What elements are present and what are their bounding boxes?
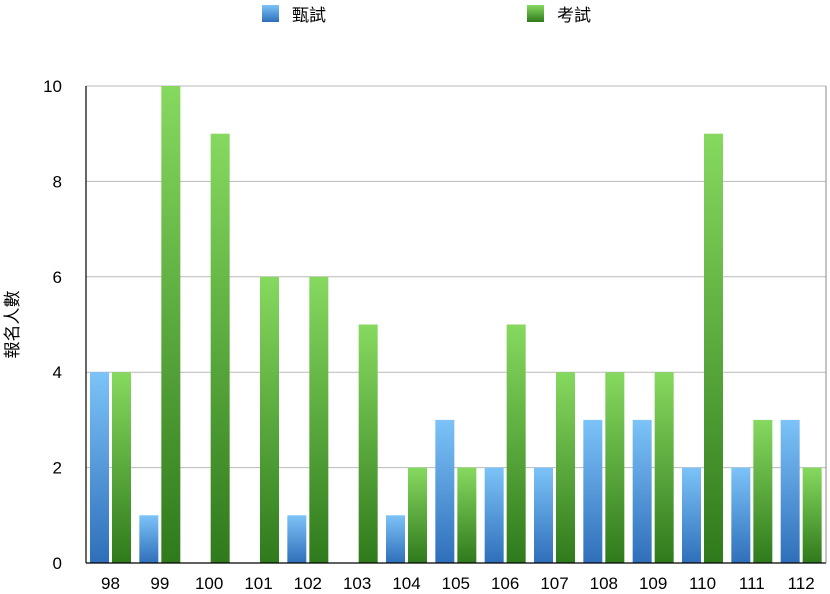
y-tick-label: 4 — [53, 363, 62, 382]
bar-series-2-108 — [605, 372, 625, 563]
bars — [90, 86, 822, 563]
bar-series-2-107 — [556, 372, 575, 563]
bar-series-1-110 — [682, 467, 701, 563]
bar-series-2-109 — [654, 372, 674, 563]
x-tick-label: 102 — [294, 574, 322, 593]
y-tick-label: 8 — [53, 172, 62, 191]
bar-series-2-103 — [358, 324, 378, 563]
x-tick-label: 112 — [788, 574, 815, 593]
bar-series-1-105 — [435, 419, 455, 563]
x-tick-labels: 98 99 100 101 102 103 104 105 106 107 108 109 110 111… — [101, 574, 815, 593]
x-tick-label: 104 — [392, 574, 420, 593]
legend-label-2: 考試 — [557, 6, 591, 26]
legend: 甄試 考試 — [262, 5, 591, 26]
x-tick-label: 111 — [739, 574, 765, 593]
y-tick-label: 6 — [53, 268, 62, 287]
bar-series-2-111 — [753, 419, 773, 563]
bar-series-1-98 — [90, 372, 109, 563]
bar-series-1-111 — [731, 467, 751, 563]
x-tick-label: 101 — [244, 574, 272, 593]
bar-series-1-109 — [632, 419, 652, 563]
y-tick-label: 10 — [43, 77, 62, 96]
x-tick-label: 109 — [639, 574, 667, 593]
bar-series-1-112 — [780, 419, 800, 563]
x-tick-label: 99 — [150, 574, 169, 593]
y-tick-labels: 0 2 4 6 8 10 — [43, 77, 62, 573]
x-tick-label: 100 — [195, 574, 223, 593]
bar-series-2-106 — [506, 324, 526, 563]
x-tick-label: 103 — [343, 574, 371, 593]
x-tick-label: 106 — [491, 574, 519, 593]
bar-series-2-102 — [309, 276, 329, 563]
bar-series-2-110 — [704, 133, 723, 563]
axes — [85, 86, 827, 564]
y-tick-label: 2 — [53, 459, 62, 478]
bar-series-2-100 — [210, 133, 230, 563]
bar-series-1-106 — [484, 467, 504, 563]
legend-swatch-1 — [262, 5, 279, 22]
bar-series-1-99 — [139, 515, 159, 563]
x-tick-label: 110 — [689, 574, 716, 593]
bar-series-2-104 — [408, 467, 427, 563]
y-axis-title: 報名人數 — [3, 291, 23, 359]
x-tick-label: 105 — [442, 574, 470, 593]
bar-series-2-105 — [457, 467, 477, 563]
bar-series-1-102 — [287, 515, 307, 563]
x-tick-label: 108 — [590, 574, 618, 593]
x-tick-label: 98 — [101, 574, 120, 593]
bar-series-2-99 — [161, 86, 181, 563]
bar-series-1-107 — [534, 467, 553, 563]
bar-series-1-108 — [583, 419, 603, 563]
legend-swatch-2 — [527, 5, 544, 22]
bar-series-1-104 — [386, 515, 405, 563]
bar-series-2-112 — [802, 467, 822, 563]
y-tick-label: 0 — [53, 554, 62, 573]
x-tick-label: 107 — [540, 574, 568, 593]
grid-lines — [86, 85, 826, 469]
bar-series-2-101 — [260, 276, 279, 563]
legend-label-1: 甄試 — [292, 6, 326, 26]
bar-series-2-98 — [112, 372, 131, 563]
